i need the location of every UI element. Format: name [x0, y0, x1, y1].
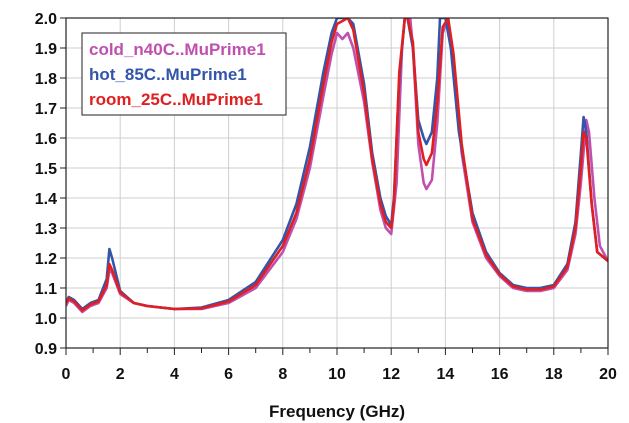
x-tick-label: 10: [328, 366, 346, 383]
y-tick-label: 1.4: [35, 191, 57, 208]
legend-item-room: room_25C..MuPrime1: [89, 90, 263, 109]
x-tick-label: 14: [437, 366, 455, 383]
x-tick-label: 2: [116, 366, 125, 383]
legend-item-cold: cold_n40C..MuPrime1: [89, 40, 266, 59]
x-tick-labels: 0 2 4 6 8 10 12 14 16 18 20: [62, 366, 617, 383]
legend-item-hot: hot_85C..MuPrime1: [89, 65, 247, 84]
x-tick-label: 8: [278, 366, 287, 383]
x-tick-label: 18: [545, 366, 563, 383]
y-tick-label: 2.0: [35, 11, 57, 28]
x-tick-label: 20: [599, 366, 617, 383]
y-tick-label: 1.1: [35, 281, 57, 298]
x-tick-label: 0: [62, 366, 71, 383]
y-tick-label: 1.0: [35, 311, 57, 328]
y-tick-label: 0.9: [35, 341, 57, 358]
x-axis-title: Frequency (GHz): [269, 402, 405, 421]
y-tick-labels: 0.9 1.0 1.1 1.2 1.3 1.4 1.5 1.6 1.7 1.8 1.9 2.0: [35, 11, 57, 358]
y-tick-label: 1.2: [35, 251, 57, 268]
series-layer: [66, 18, 608, 314]
legend-box: [81, 32, 287, 116]
legend: cold_n40C..MuPrime1 hot_85C..MuPrime1 ro…: [81, 32, 287, 116]
ticks: [60, 17, 609, 355]
y-tick-label: 1.3: [35, 221, 57, 238]
x-tick-label: 12: [382, 366, 400, 383]
y-tick-label: 1.5: [35, 161, 57, 178]
y-tick-label: 1.7: [35, 101, 57, 118]
y-tick-label: 1.8: [35, 71, 57, 88]
series-line-2: [66, 18, 608, 312]
x-tick-label: 6: [224, 366, 233, 383]
y-tick-label: 1.6: [35, 131, 57, 148]
y-tick-label: 1.9: [35, 41, 57, 58]
x-tick-label: 4: [170, 366, 179, 383]
x-tick-label: 16: [491, 366, 509, 383]
